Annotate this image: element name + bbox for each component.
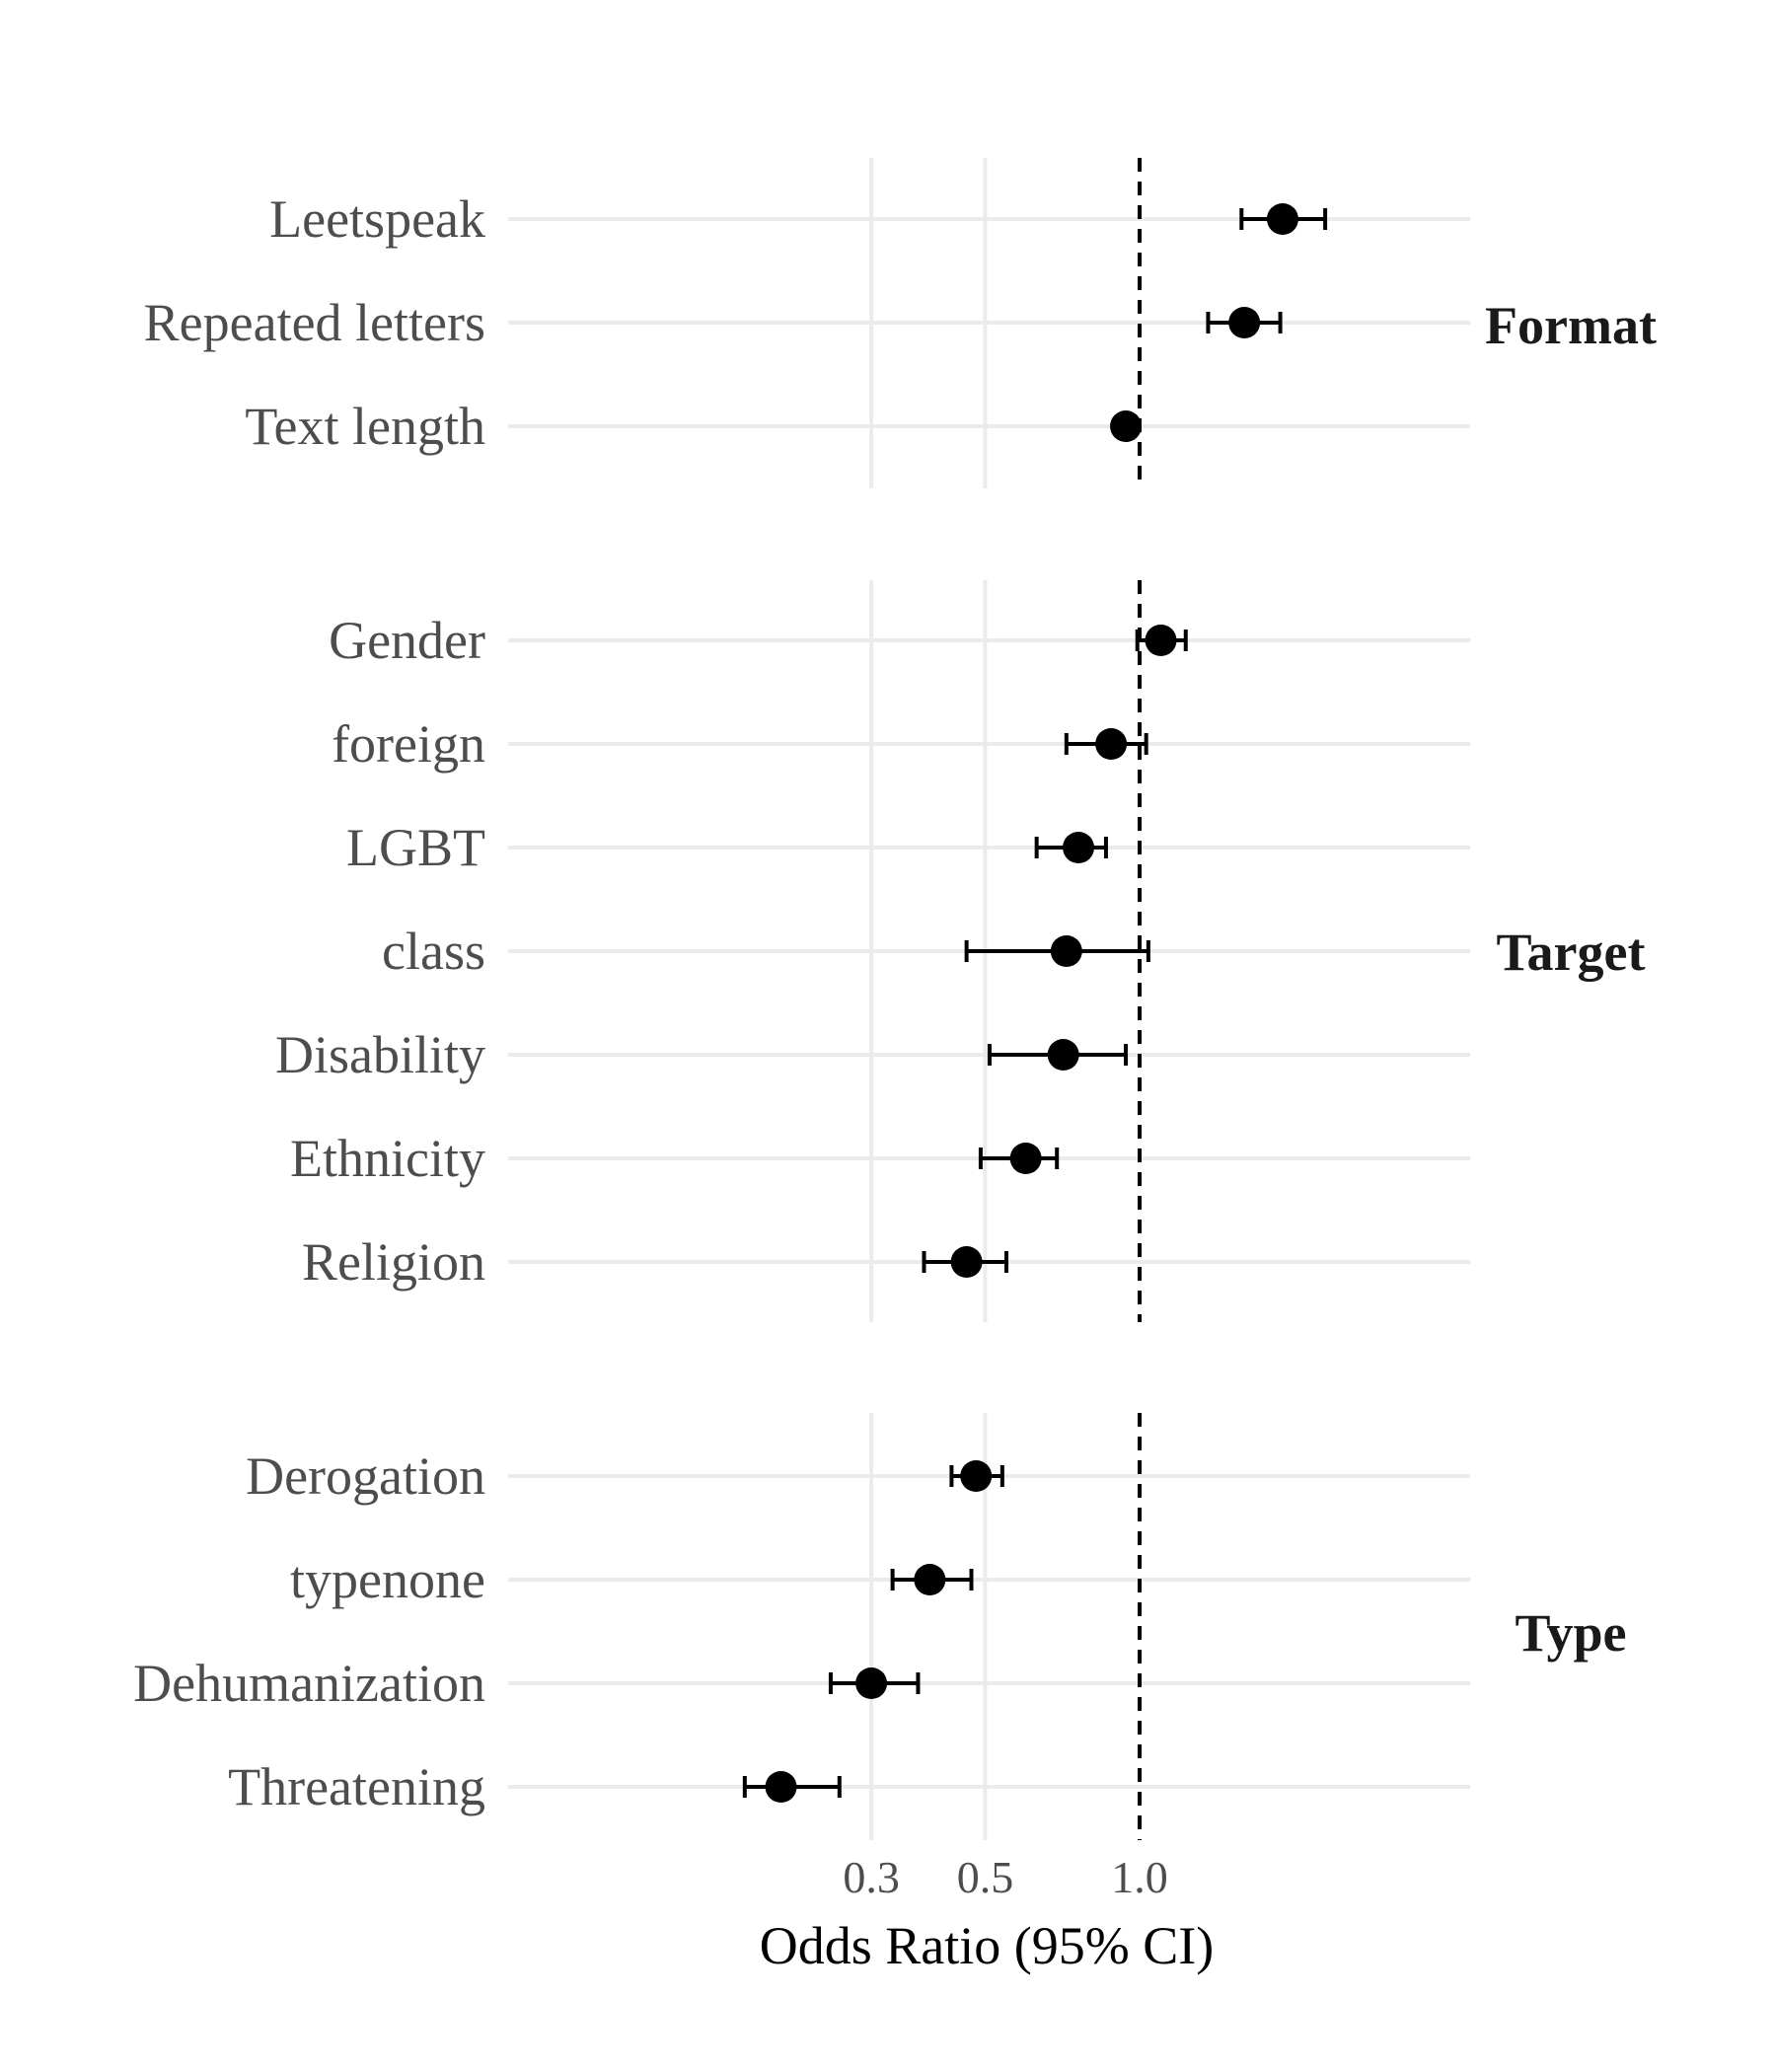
point-estimate	[1266, 203, 1298, 235]
point-estimate	[1145, 625, 1177, 656]
row-label: Leetspeak	[269, 189, 485, 249]
point-estimate	[950, 1246, 983, 1278]
point-estimate	[855, 1667, 888, 1699]
point-estimate	[1110, 410, 1143, 442]
point-estimate	[1050, 935, 1082, 967]
row-label: Threatening	[228, 1757, 485, 1816]
point-estimate	[960, 1460, 993, 1492]
point-estimate	[914, 1564, 946, 1595]
row-label: Repeated letters	[144, 293, 485, 352]
point-estimate	[1063, 832, 1095, 863]
x-tick-label: 1.0	[1111, 1852, 1168, 1902]
x-tick-label: 0.5	[957, 1852, 1014, 1902]
row-label: Text length	[245, 397, 485, 456]
panel-strip-label: Target	[1497, 923, 1646, 982]
point-estimate	[1228, 307, 1261, 338]
panel-strip-label: Format	[1485, 296, 1657, 355]
point-estimate	[765, 1771, 797, 1803]
row-label: Derogation	[246, 1446, 485, 1506]
point-estimate	[1095, 728, 1128, 760]
row-label: LGBT	[346, 818, 485, 877]
point-estimate	[1047, 1039, 1079, 1071]
row-label: Ethnicity	[290, 1129, 485, 1188]
row-label: Religion	[302, 1232, 485, 1292]
row-label: class	[382, 922, 485, 981]
row-label: foreign	[332, 714, 485, 774]
panel-strip-label: Type	[1515, 1603, 1626, 1663]
point-estimate	[1009, 1143, 1042, 1174]
row-label: typenone	[290, 1550, 485, 1609]
x-tick-label: 0.3	[843, 1852, 900, 1902]
row-label: Disability	[275, 1025, 485, 1084]
row-label: Dehumanization	[133, 1654, 485, 1713]
row-label: Gender	[329, 611, 485, 670]
x-axis-title: Odds Ratio (95% CI)	[760, 1916, 1214, 1975]
